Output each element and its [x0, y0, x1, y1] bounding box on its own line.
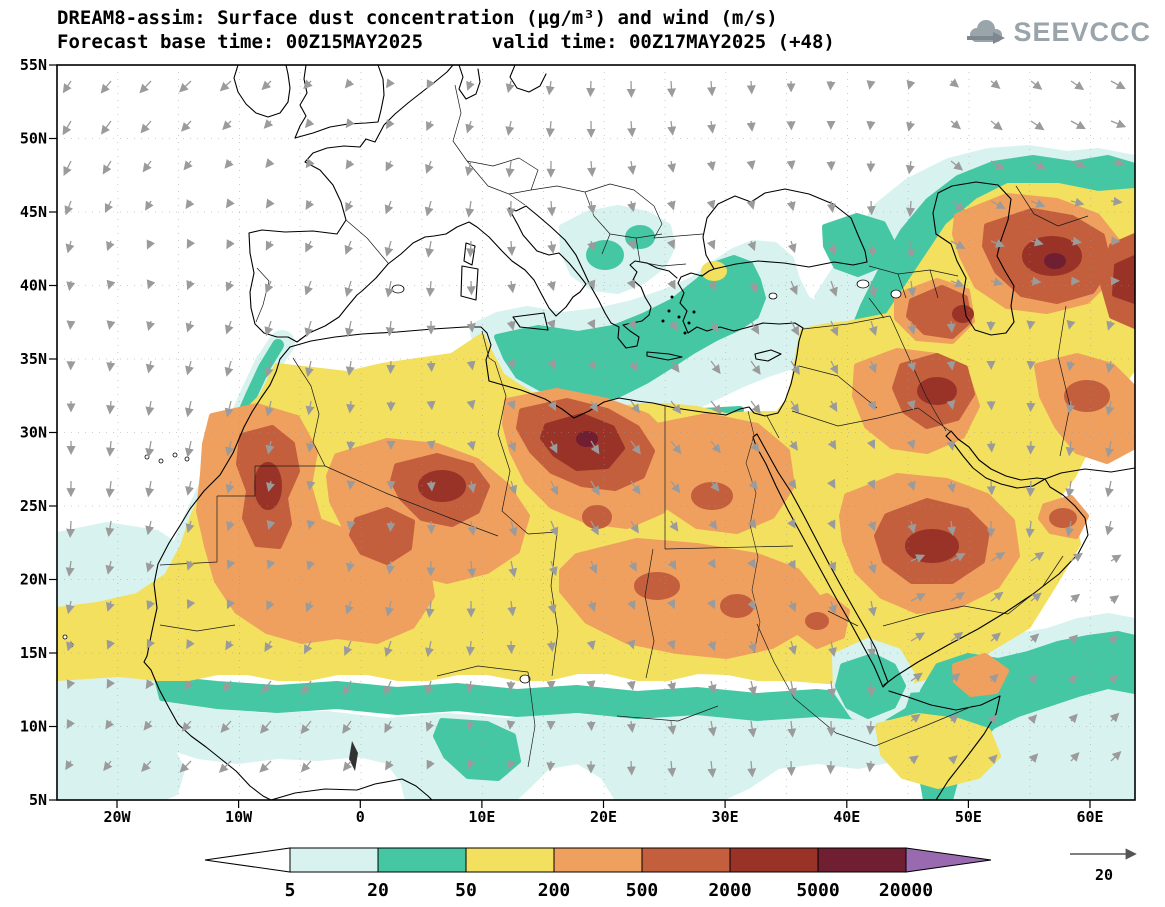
colorbar-segment [729, 847, 819, 873]
colorbar-arrow-left [204, 847, 291, 873]
lat-label: 30N [20, 424, 47, 442]
lat-label: 40N [20, 277, 47, 295]
coastlines-and-borders [62, 65, 1135, 800]
colorbar-segment [553, 847, 643, 873]
lon-label: 40E [833, 808, 860, 826]
colorbar-label: 5 [285, 880, 296, 901]
lat-label: 15N [20, 644, 47, 662]
y-axis: 55N 50N 45N 40N 35N 30N 25N 20N 15N 10N … [20, 56, 57, 809]
colorbar-segment [465, 847, 555, 873]
lat-label: 55N [20, 56, 47, 74]
colorbar-segment [641, 847, 731, 873]
map-canvas [56, 64, 1136, 801]
wind-reference-label: 20 [1095, 866, 1113, 884]
lon-label: 20E [590, 808, 617, 826]
lon-label: 10E [468, 808, 495, 826]
colorbar-label: 20 [367, 880, 389, 901]
lon-label: 30E [712, 808, 739, 826]
lat-label: 5N [29, 791, 47, 809]
lat-label: 25N [20, 497, 47, 515]
lon-label: 60E [1076, 808, 1103, 826]
colorbar-label: 200 [538, 880, 571, 901]
lon-label: 50E [955, 808, 982, 826]
page-subtitle: Forecast base time: 00Z15MAY2025 valid t… [57, 31, 835, 53]
colorbar-label: 50 [455, 880, 477, 901]
colorbar-segment [377, 847, 467, 873]
wind-vector-field [62, 78, 1127, 778]
lon-label: 0 [356, 808, 365, 826]
dust-concentration-field [57, 145, 1135, 800]
colorbar-segment [289, 847, 379, 873]
logo-text: SEEVCCC [1013, 16, 1151, 47]
colorbar-arrow-right [905, 847, 992, 873]
colorbar-segment [817, 847, 907, 873]
colorbar: 5 20 50 200 500 2000 5000 20000 [204, 847, 992, 901]
seevccc-logo: SEEVCCC [963, 16, 1151, 48]
lon-label: 20W [103, 808, 131, 826]
page-title: DREAM8-assim: Surface dust concentration… [57, 7, 778, 29]
colorbar-label: 20000 [879, 880, 933, 901]
lat-label: 50N [20, 130, 47, 148]
lat-label: 20N [20, 571, 47, 589]
colorbar-label: 5000 [796, 880, 839, 901]
x-axis: 20W 10W 0 10E 20E 30E 40E 50E 60E [103, 800, 1104, 826]
map-figure: 55N 50N 45N 40N 35N 30N 25N 20N 15N 10N … [20, 56, 1136, 826]
cloud-arrow-icon [967, 20, 1006, 44]
lon-label: 10W [225, 808, 253, 826]
wind-reference: 20 [1070, 848, 1137, 884]
colorbar-label: 2000 [708, 880, 751, 901]
title-block: DREAM8-assim: Surface dust concentration… [57, 6, 835, 54]
lat-label: 35N [20, 350, 47, 368]
lat-label: 45N [20, 203, 47, 221]
colorbar-label: 500 [626, 880, 659, 901]
lat-label: 10N [20, 718, 47, 736]
